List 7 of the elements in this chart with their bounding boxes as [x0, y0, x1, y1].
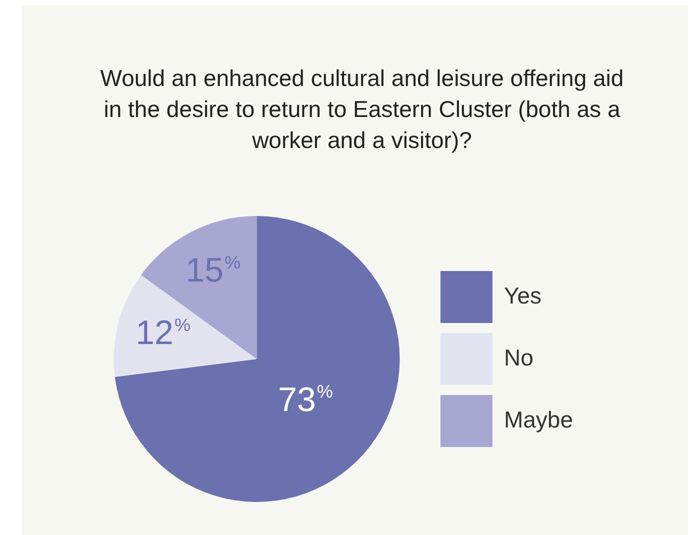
- data-label: 73%: [278, 380, 333, 419]
- data-label: 12%: [136, 314, 190, 352]
- data-label: 15%: [186, 252, 241, 290]
- legend-label: Yes: [504, 282, 542, 308]
- chart-title: Would an enhanced cultural and leisure offering aid in the desire to return to Eastern Cluster (both as a worker and a visitor)?: [99, 64, 625, 155]
- legend-label: No: [504, 344, 534, 370]
- legend-label: Maybe: [504, 406, 574, 432]
